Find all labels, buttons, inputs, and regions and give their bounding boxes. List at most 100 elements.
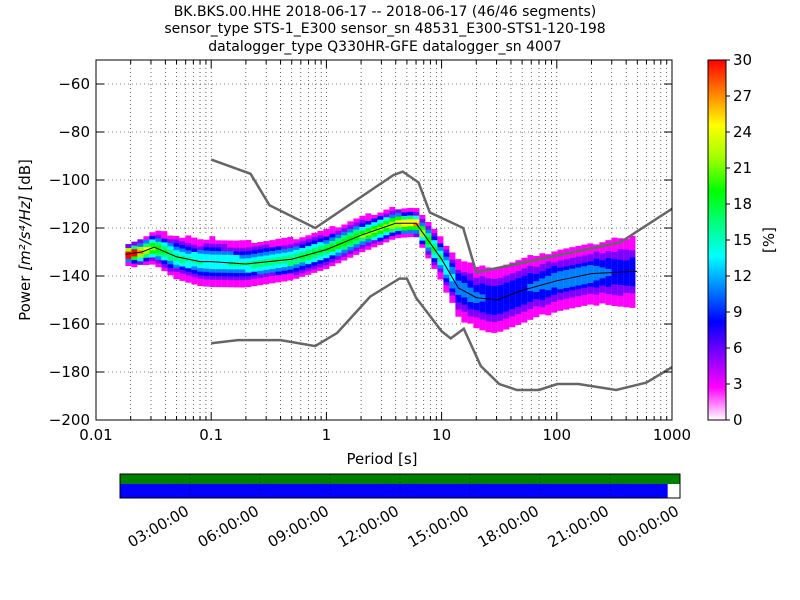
heatmap-cell bbox=[581, 287, 588, 292]
heatmap-cell bbox=[383, 231, 390, 236]
heatmap-cell bbox=[329, 258, 336, 263]
heatmap-cell bbox=[461, 264, 468, 269]
heatmap-cell bbox=[161, 267, 168, 272]
heatmap-cell bbox=[623, 274, 630, 279]
heatmap-cell bbox=[521, 278, 528, 283]
heatmap-cell bbox=[323, 246, 330, 251]
heatmap-cell bbox=[533, 291, 540, 296]
heatmap-cell bbox=[221, 261, 228, 266]
heatmap-cell bbox=[227, 261, 234, 266]
heatmap-cell bbox=[467, 290, 474, 295]
heatmap-cell bbox=[425, 221, 432, 226]
heatmap-cell bbox=[611, 287, 618, 292]
heatmap-cell bbox=[485, 288, 492, 293]
heatmap-cell bbox=[143, 243, 150, 248]
heatmap-cell bbox=[281, 248, 288, 253]
heatmap-cell bbox=[461, 304, 468, 309]
heatmap-cell bbox=[521, 257, 528, 262]
heatmap-cell bbox=[161, 231, 168, 236]
heatmap-cell bbox=[479, 293, 486, 298]
heatmap-cell bbox=[623, 270, 630, 275]
heatmap-cell bbox=[485, 328, 492, 333]
heatmap-cell bbox=[503, 296, 510, 301]
heatmap-cell bbox=[581, 251, 588, 256]
heatmap-cell bbox=[155, 263, 162, 268]
heatmap-cell bbox=[485, 281, 492, 286]
heatmap-cell bbox=[251, 271, 258, 276]
heatmap-cell bbox=[341, 231, 348, 236]
heatmap-cell bbox=[269, 268, 276, 273]
heatmap-cell bbox=[383, 209, 390, 214]
heatmap-cell bbox=[221, 250, 228, 255]
heatmap-cell bbox=[281, 237, 288, 242]
heatmap-cell bbox=[485, 292, 492, 297]
heatmap-cell bbox=[467, 323, 474, 328]
heatmap-cell bbox=[545, 307, 552, 312]
heatmap-cell bbox=[503, 293, 510, 298]
colorbar-tick-label: 24 bbox=[733, 123, 752, 141]
heatmap-cell bbox=[605, 290, 612, 295]
timeline-tick-label: 18:00:00 bbox=[475, 502, 542, 551]
heatmap-cell bbox=[215, 250, 222, 255]
heatmap-cell bbox=[359, 233, 366, 238]
heatmap-cell bbox=[437, 271, 444, 276]
heatmap-cell bbox=[557, 260, 564, 265]
heatmap-cell bbox=[125, 262, 132, 267]
heatmap-cell bbox=[347, 221, 354, 226]
heatmap-cell bbox=[467, 326, 474, 331]
heatmap-cell bbox=[539, 267, 546, 272]
heatmap-cell bbox=[383, 234, 390, 239]
heatmap-cell bbox=[257, 241, 264, 246]
heatmap-cell bbox=[491, 310, 498, 315]
heatmap-cell bbox=[449, 280, 456, 285]
heatmap-cell bbox=[479, 304, 486, 309]
heatmap-cell bbox=[521, 286, 528, 291]
heatmap-cell bbox=[611, 298, 618, 303]
heatmap-cell bbox=[203, 242, 210, 247]
heatmap-cell bbox=[497, 273, 504, 278]
heatmap-cell bbox=[209, 236, 216, 241]
heatmap-cell bbox=[329, 254, 336, 259]
heatmap-cell bbox=[455, 298, 462, 303]
heatmap-cell bbox=[593, 265, 600, 270]
heatmap-cell bbox=[161, 256, 168, 261]
heatmap-cell bbox=[179, 248, 186, 253]
heatmap-cell bbox=[533, 309, 540, 314]
heatmap-cell bbox=[293, 249, 300, 254]
heatmap-cell bbox=[413, 229, 420, 234]
heatmap-cell bbox=[413, 236, 420, 241]
heatmap-cell bbox=[497, 291, 504, 296]
heatmap-cell bbox=[575, 292, 582, 297]
heatmap-cell bbox=[449, 262, 456, 267]
heatmap-cell bbox=[605, 282, 612, 287]
heatmap-cell bbox=[593, 243, 600, 248]
heatmap-cell bbox=[419, 243, 426, 248]
heatmap-cell bbox=[293, 238, 300, 243]
heatmap-cell bbox=[473, 281, 480, 286]
heatmap-cell bbox=[269, 254, 276, 259]
heatmap-cell bbox=[149, 231, 156, 236]
heatmap-cell bbox=[185, 278, 192, 283]
heatmap-cell bbox=[239, 279, 246, 284]
heatmap-cell bbox=[455, 291, 462, 296]
heatmap-cell bbox=[263, 255, 270, 260]
heatmap-cell bbox=[335, 226, 342, 231]
heatmap-cell bbox=[227, 283, 234, 288]
heatmap-cell bbox=[455, 316, 462, 321]
heatmap-cell bbox=[173, 235, 180, 240]
heatmap-cell bbox=[311, 254, 318, 259]
heatmap-cell bbox=[491, 325, 498, 330]
heatmap-cell bbox=[557, 310, 564, 315]
heatmap-cell bbox=[221, 257, 228, 262]
heatmap-cell bbox=[239, 251, 246, 256]
heatmap-cell bbox=[521, 314, 528, 319]
heatmap-cell bbox=[125, 247, 132, 252]
heatmap-cell bbox=[239, 283, 246, 288]
heatmap-cell bbox=[395, 226, 402, 231]
heatmap-cell bbox=[293, 267, 300, 272]
heatmap-cell bbox=[191, 237, 198, 242]
heatmap-cell bbox=[551, 261, 558, 266]
heatmap-cell bbox=[449, 252, 456, 257]
heatmap-cell bbox=[443, 277, 450, 282]
heatmap-cell bbox=[155, 248, 162, 253]
